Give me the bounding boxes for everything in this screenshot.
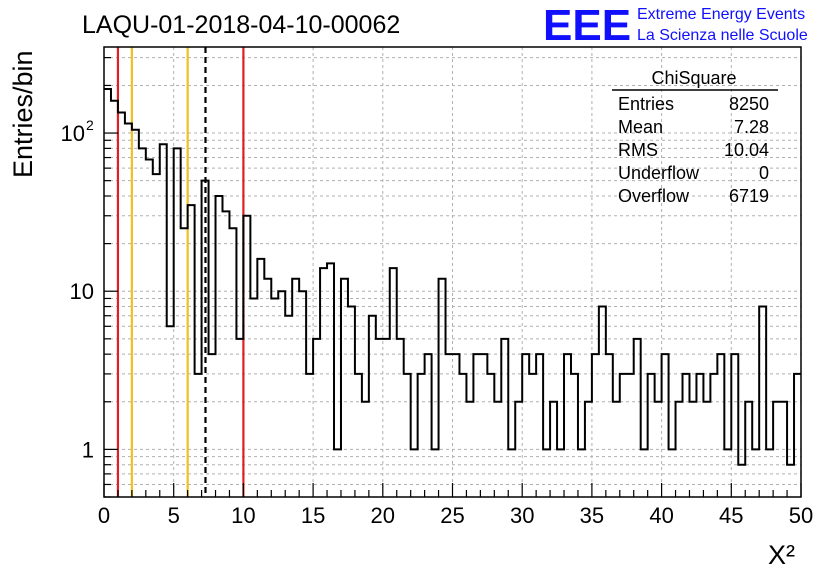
x-tick-label: 15 [301, 503, 325, 528]
y-axis-label: Entries/bin [8, 50, 38, 178]
x-tick-label: 25 [440, 503, 464, 528]
stats-value: 10.04 [724, 140, 769, 160]
x-tick-label: 20 [371, 503, 395, 528]
y-tick-exponent: 2 [86, 117, 94, 133]
logo-line2: La Scienza nelle Scuole [637, 27, 808, 44]
stats-value: 0 [759, 163, 769, 183]
x-tick-label: 40 [649, 503, 673, 528]
chart-title: LAQU-01-2018-04-10-00062 [82, 11, 400, 39]
logo-line1: Extreme Energy Events [637, 6, 805, 23]
eee-logo: EEE Extreme Energy Events La Scienza nel… [543, 1, 808, 50]
stats-value: 6719 [729, 186, 769, 206]
x-tick-label: 0 [98, 503, 110, 528]
x-tick-label: 35 [580, 503, 604, 528]
stats-rows: Entries 8250 Mean 7.28 RMS 10.04 Underflow 0 Ove… [618, 94, 769, 206]
x-tick-label: 50 [789, 503, 813, 528]
stats-value: 7.28 [734, 117, 769, 137]
reference-lines [116, 47, 245, 497]
histogram-line [104, 87, 801, 466]
logo-mark: EEE [543, 1, 631, 50]
y-tick-label: 10 [70, 279, 94, 304]
stats-label: Mean [618, 117, 663, 137]
stats-box: ChiSquare Entries 8250 Mean 7.28 RMS 10.04 Und… [612, 68, 778, 206]
x-tick-label: 10 [231, 503, 255, 528]
stats-label: Underflow [618, 163, 700, 183]
x-axis-label: X² [768, 540, 795, 570]
x-tick-label: 45 [719, 503, 743, 528]
x-tick-label: 5 [168, 503, 180, 528]
x-tick-label: 30 [510, 503, 534, 528]
histogram [104, 87, 801, 466]
stats-value: 8250 [729, 94, 769, 114]
stats-label: Entries [618, 94, 674, 114]
stats-label: Overflow [618, 186, 690, 206]
y-tick-label: 10 [61, 121, 85, 146]
y-tick-label: 1 [82, 437, 94, 462]
stats-label: RMS [618, 140, 658, 160]
stats-title: ChiSquare [651, 68, 736, 88]
grid-layer [104, 47, 801, 498]
